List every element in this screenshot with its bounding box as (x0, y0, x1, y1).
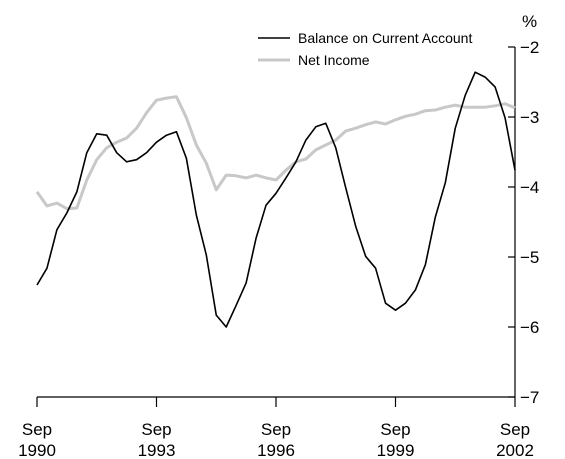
y-tick-label: −4 (520, 178, 539, 197)
y-tick-label: −5 (520, 248, 539, 267)
legend-label: Net Income (298, 52, 370, 68)
y-axis-label: % (522, 12, 537, 31)
x-tick-label: Sep 1999 (377, 420, 415, 459)
series-line (35, 95, 516, 211)
x-tick-label: Sep 1993 (138, 420, 176, 459)
legend-label: Balance on Current Account (298, 30, 472, 46)
x-tick-label: Sep 2002 (496, 420, 534, 459)
y-tick-label: −3 (520, 108, 539, 127)
x-tick-label: Sep 1990 (18, 420, 56, 459)
y-tick-label: −6 (520, 318, 539, 337)
y-tick-label: −2 (520, 38, 539, 57)
x-tick-label: Sep 1996 (257, 420, 295, 459)
series-line (36, 71, 516, 328)
y-tick-label: −7 (520, 388, 539, 407)
